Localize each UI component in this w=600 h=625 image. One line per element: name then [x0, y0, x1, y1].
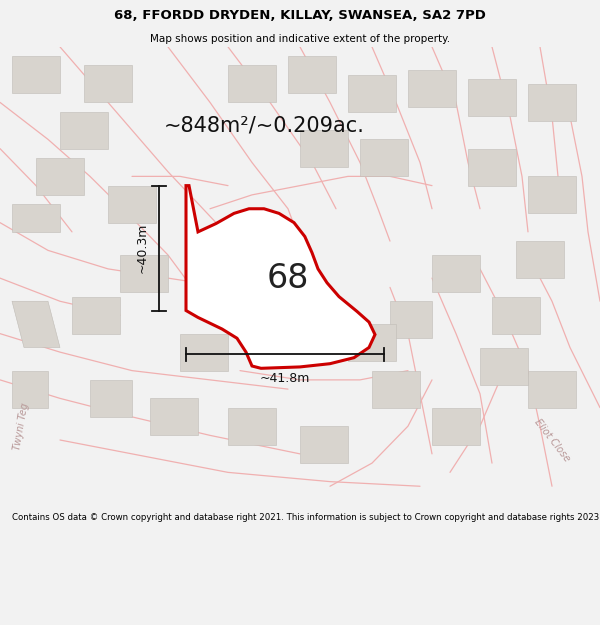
- Polygon shape: [432, 408, 480, 444]
- Polygon shape: [12, 56, 60, 93]
- Polygon shape: [90, 380, 132, 417]
- Polygon shape: [150, 398, 198, 436]
- Polygon shape: [408, 70, 456, 107]
- Polygon shape: [72, 297, 120, 334]
- Polygon shape: [480, 348, 528, 384]
- Text: 68, FFORDD DRYDEN, KILLAY, SWANSEA, SA2 7PD: 68, FFORDD DRYDEN, KILLAY, SWANSEA, SA2 …: [114, 9, 486, 22]
- Polygon shape: [228, 66, 276, 102]
- Text: Map shows position and indicative extent of the property.: Map shows position and indicative extent…: [150, 34, 450, 44]
- Polygon shape: [36, 158, 84, 195]
- Polygon shape: [348, 324, 396, 361]
- Polygon shape: [528, 371, 576, 408]
- Text: ~40.3m: ~40.3m: [135, 223, 148, 273]
- Polygon shape: [390, 301, 432, 338]
- Polygon shape: [300, 426, 348, 463]
- Polygon shape: [360, 139, 408, 176]
- Text: ~848m²/~0.209ac.: ~848m²/~0.209ac.: [164, 116, 364, 136]
- Polygon shape: [12, 204, 60, 232]
- Polygon shape: [300, 130, 348, 167]
- Polygon shape: [228, 408, 276, 444]
- Polygon shape: [468, 79, 516, 116]
- Polygon shape: [12, 371, 48, 408]
- Polygon shape: [252, 255, 312, 301]
- Polygon shape: [186, 186, 375, 368]
- Text: 68: 68: [267, 262, 309, 294]
- Text: Contains OS data © Crown copyright and database right 2021. This information is : Contains OS data © Crown copyright and d…: [12, 512, 600, 521]
- Polygon shape: [84, 66, 132, 102]
- Polygon shape: [516, 241, 564, 278]
- Text: ~41.8m: ~41.8m: [260, 372, 310, 385]
- Polygon shape: [180, 334, 228, 371]
- Polygon shape: [528, 84, 576, 121]
- Polygon shape: [60, 112, 108, 149]
- Polygon shape: [372, 371, 420, 408]
- Polygon shape: [288, 56, 336, 93]
- Polygon shape: [468, 149, 516, 186]
- Polygon shape: [432, 255, 480, 292]
- Text: Eliot Close: Eliot Close: [532, 417, 572, 463]
- Polygon shape: [348, 74, 396, 112]
- Polygon shape: [492, 297, 540, 334]
- Polygon shape: [528, 176, 576, 213]
- Polygon shape: [120, 255, 168, 292]
- Polygon shape: [108, 186, 156, 222]
- Text: Twyni Teg: Twyni Teg: [12, 402, 30, 451]
- Polygon shape: [12, 301, 60, 348]
